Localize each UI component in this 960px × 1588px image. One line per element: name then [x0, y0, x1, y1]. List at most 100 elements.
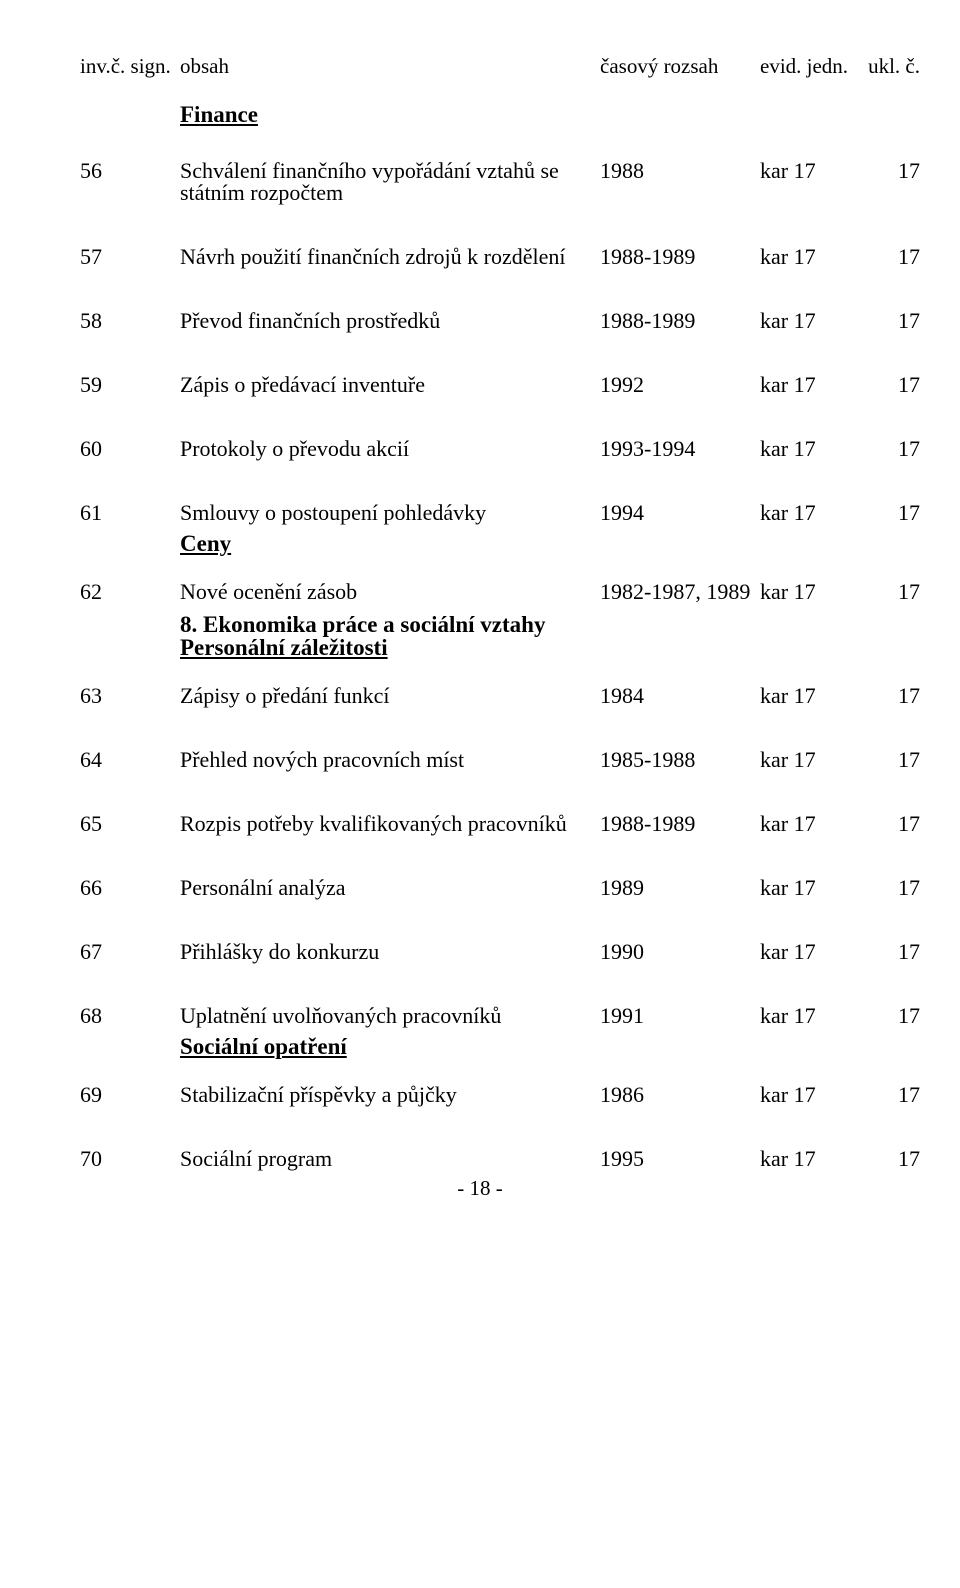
row-title: Smlouvy o postoupení pohledávky [180, 502, 600, 524]
row-evid: kar 17 [760, 1148, 860, 1170]
row-title: Uplatnění uvolňovaných pracovníků [180, 1005, 600, 1027]
row-evid: kar 17 [760, 374, 860, 396]
row-num: 61 [80, 502, 180, 524]
row-evid: kar 17 [760, 438, 860, 460]
row-evid: kar 17 [760, 581, 860, 603]
row-ukl: 17 [860, 374, 920, 396]
row-range: 1992 [600, 374, 760, 396]
table-row: 60 Protokoly o převodu akcií 1993-1994 k… [80, 438, 880, 460]
row-range: 1995 [600, 1148, 760, 1170]
row-evid: kar 17 [760, 160, 860, 182]
row-evid: kar 17 [760, 941, 860, 963]
table-row: 56 Schválení finančního vypořádání vztah… [80, 160, 880, 204]
table-row: 64 Přehled nových pracovních míst 1985-1… [80, 749, 880, 771]
table-row: 66 Personální analýza 1989 kar 17 17 [80, 877, 880, 899]
section-ceny: Ceny [180, 532, 880, 555]
row-num: 56 [80, 160, 180, 182]
row-ukl: 17 [860, 685, 920, 707]
row-range: 1990 [600, 941, 760, 963]
section-eko: 8. Ekonomika práce a sociální vztahy Per… [180, 613, 880, 659]
row-evid: kar 17 [760, 246, 860, 268]
section-personal: Personální záležitosti [180, 635, 388, 660]
row-range: 1988-1989 [600, 310, 760, 332]
table-row: 68 Uplatnění uvolňovaných pracovníků 199… [80, 1005, 880, 1027]
row-title: Schválení finančního vypořádání vztahů s… [180, 160, 600, 204]
row-ukl: 17 [860, 581, 920, 603]
row-title: Převod finančních prostředků [180, 310, 600, 332]
table-row: 65 Rozpis potřeby kvalifikovaných pracov… [80, 813, 880, 835]
table-row: 70 Sociální program 1995 kar 17 17 [80, 1148, 880, 1170]
hdr-ukl: ukl. č. [860, 56, 920, 77]
row-num: 57 [80, 246, 180, 268]
row-num: 67 [80, 941, 180, 963]
row-range: 1988 [600, 160, 760, 182]
row-num: 63 [80, 685, 180, 707]
row-range: 1982-1987, 1989 [600, 581, 760, 603]
row-ukl: 17 [860, 813, 920, 835]
row-title: Zápisy o předání funkcí [180, 685, 600, 707]
row-ukl: 17 [860, 502, 920, 524]
row-range: 1984 [600, 685, 760, 707]
row-range: 1989 [600, 877, 760, 899]
table-row: 62 Nové ocenění zásob 1982-1987, 1989 ka… [80, 581, 880, 603]
row-evid: kar 17 [760, 685, 860, 707]
row-title: Sociální program [180, 1148, 600, 1170]
table-row: 61 Smlouvy o postoupení pohledávky 1994 … [80, 502, 880, 524]
page-number: - 18 - [80, 1178, 880, 1199]
table-row: 59 Zápis o předávací inventuře 1992 kar … [80, 374, 880, 396]
row-num: 64 [80, 749, 180, 771]
row-num: 69 [80, 1084, 180, 1106]
row-ukl: 17 [860, 749, 920, 771]
section-eko-title: 8. Ekonomika práce a sociální vztahy [180, 612, 545, 637]
row-title: Návrh použití finančních zdrojů k rozděl… [180, 246, 600, 268]
row-ukl: 17 [860, 310, 920, 332]
row-num: 62 [80, 581, 180, 603]
row-title: Protokoly o převodu akcií [180, 438, 600, 460]
hdr-evid: evid. jedn. [760, 56, 860, 77]
hdr-sign: inv.č. sign. [80, 56, 180, 77]
row-ukl: 17 [860, 246, 920, 268]
row-ukl: 17 [860, 160, 920, 182]
row-num: 68 [80, 1005, 180, 1027]
table-row: 57 Návrh použití finančních zdrojů k roz… [80, 246, 880, 268]
row-range: 1988-1989 [600, 813, 760, 835]
row-ukl: 17 [860, 941, 920, 963]
row-evid: kar 17 [760, 877, 860, 899]
table-row: 67 Přihlášky do konkurzu 1990 kar 17 17 [80, 941, 880, 963]
row-num: 66 [80, 877, 180, 899]
row-evid: kar 17 [760, 1084, 860, 1106]
row-ukl: 17 [860, 1148, 920, 1170]
row-range: 1985-1988 [600, 749, 760, 771]
row-ukl: 17 [860, 1005, 920, 1027]
row-title: Nové ocenění zásob [180, 581, 600, 603]
row-num: 59 [80, 374, 180, 396]
row-num: 70 [80, 1148, 180, 1170]
table-row: 63 Zápisy o předání funkcí 1984 kar 17 1… [80, 685, 880, 707]
hdr-obsah: obsah [180, 56, 600, 77]
table-row: 69 Stabilizační příspěvky a půjčky 1986 … [80, 1084, 880, 1106]
row-title: Přehled nových pracovních míst [180, 749, 600, 771]
row-range: 1986 [600, 1084, 760, 1106]
row-title: Stabilizační příspěvky a půjčky [180, 1084, 600, 1106]
table-row: 58 Převod finančních prostředků 1988-198… [80, 310, 880, 332]
row-range: 1991 [600, 1005, 760, 1027]
table-header: inv.č. sign. obsah časový rozsah evid. j… [80, 56, 880, 77]
row-evid: kar 17 [760, 749, 860, 771]
hdr-time: časový rozsah [600, 56, 760, 77]
row-range: 1994 [600, 502, 760, 524]
row-ukl: 17 [860, 877, 920, 899]
row-evid: kar 17 [760, 1005, 860, 1027]
row-evid: kar 17 [760, 310, 860, 332]
row-num: 65 [80, 813, 180, 835]
row-ukl: 17 [860, 1084, 920, 1106]
row-range: 1988-1989 [600, 246, 760, 268]
row-title: Přihlášky do konkurzu [180, 941, 600, 963]
section-finance: Finance [180, 103, 880, 126]
row-title: Personální analýza [180, 877, 600, 899]
row-num: 58 [80, 310, 180, 332]
row-title: Zápis o předávací inventuře [180, 374, 600, 396]
row-title: Rozpis potřeby kvalifikovaných pracovník… [180, 813, 600, 835]
row-ukl: 17 [860, 438, 920, 460]
row-num: 60 [80, 438, 180, 460]
row-range: 1993-1994 [600, 438, 760, 460]
